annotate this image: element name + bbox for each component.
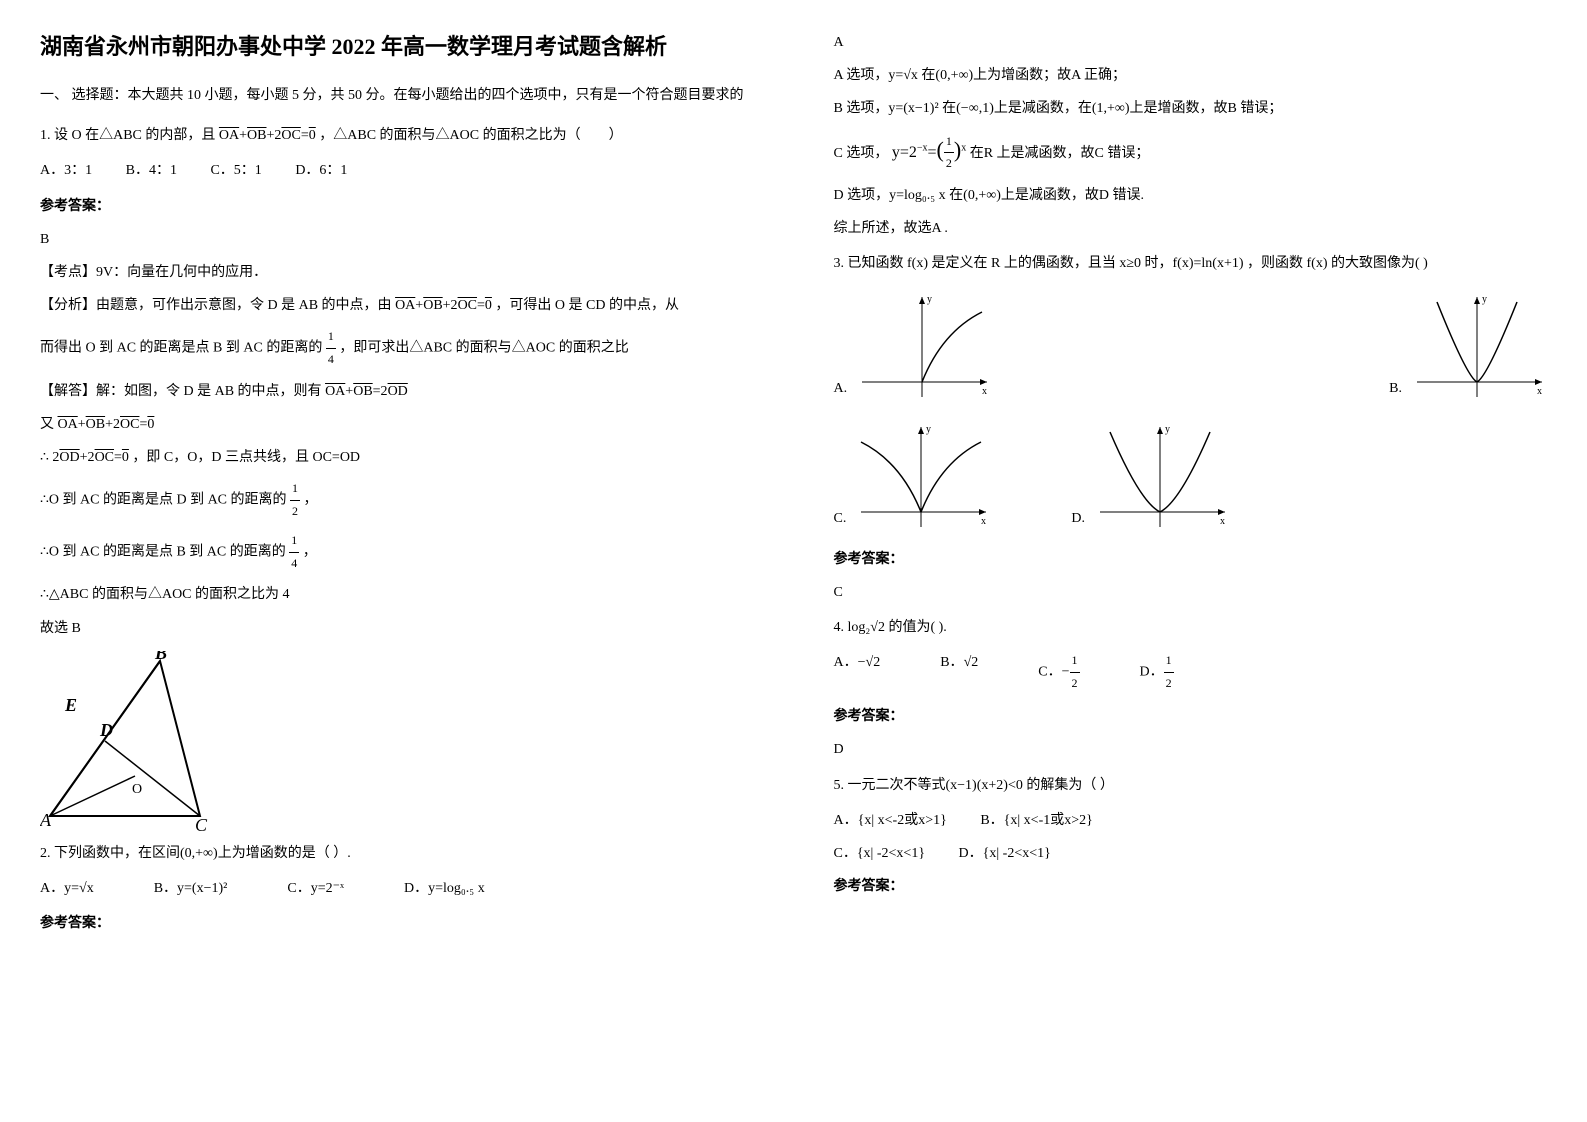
q4-optC: C．−12 xyxy=(1038,650,1079,694)
q1-solve4: ∴O 到 AC 的距离是点 D 到 AC 的距离的 12 ， xyxy=(40,478,754,522)
q4-options: A．−√2 B．√2 C．−12 D．12 xyxy=(834,650,1548,694)
q3-answer: C xyxy=(834,580,1548,605)
svg-text:y: y xyxy=(1482,294,1487,305)
q1-solve2: 又 OA+OB+2OC=0 xyxy=(40,412,754,437)
q5-answer-label: 参考答案： xyxy=(834,874,1548,899)
q4-answer-label: 参考答案： xyxy=(834,704,1548,729)
q2-optA: A．y=√x xyxy=(40,876,94,901)
q2-lineC: C 选项， y=2−x=(12)x 在R 上是减函数，故C 错误； xyxy=(834,130,1548,175)
section-header: 一、 选择题：本大题共 10 小题，每小题 5 分，共 50 分。在每小题给出的… xyxy=(40,83,754,108)
fraction-1-4: 14 xyxy=(326,326,336,370)
q1-optB: B．4：1 xyxy=(126,163,177,178)
q1-answer: B xyxy=(40,227,754,252)
q5-optD: D．{x| -2<x<1} xyxy=(959,846,1051,861)
q5-optC: C．{x| -2<x<1} xyxy=(834,846,926,861)
graph-B: B. x y xyxy=(1389,292,1547,402)
q2-answer-label: 参考答案： xyxy=(40,911,754,936)
triangle-diagram: A B C D E O xyxy=(40,651,210,831)
q4-optA: A．−√2 xyxy=(834,650,881,694)
q1-solve1: 【解答】解：如图，令 D 是 AB 的中点，则有 OA+OB=2OD xyxy=(40,379,754,404)
label-C: C xyxy=(195,815,208,831)
svg-text:x: x xyxy=(1220,516,1225,527)
q1-solve7: 故选 B xyxy=(40,616,754,641)
q1-analysis2: 而得出 O 到 AC 的距离是点 B 到 AC 的距离的 14 ，即可求出△AB… xyxy=(40,326,754,370)
q4-answer: D xyxy=(834,737,1548,762)
svg-text:y: y xyxy=(926,424,931,435)
svg-text:y: y xyxy=(1165,424,1170,435)
label-D: D xyxy=(99,720,113,740)
q5-optB: B．{x| x<-1或x>2} xyxy=(980,813,1093,828)
graph-D-svg: x y xyxy=(1090,422,1230,532)
q1-solve3: ∴ 2OD+2OC=0 ，即 C，O，D 三点共线，且 OC=OD xyxy=(40,445,754,470)
svg-text:x: x xyxy=(1537,386,1542,397)
graph-A: A. x y xyxy=(834,292,993,402)
label-E: E xyxy=(64,695,77,715)
question-3: 3. 已知函数 f(x) 是定义在 R 上的偶函数，且当 x≥0 时，f(x)=… xyxy=(834,251,1548,276)
label-B: B xyxy=(154,651,167,663)
question-2: 2. 下列函数中，在区间(0,+∞)上为增函数的是（ ）. xyxy=(40,841,754,866)
q5-row1: A．{x| x<-2或x>1} B．{x| x<-1或x>2} xyxy=(834,808,1548,833)
q5-optA: A．{x| x<-2或x>1} xyxy=(834,813,947,828)
q1-optC: C．5：1 xyxy=(210,163,261,178)
svg-text:y: y xyxy=(927,294,932,305)
q4-optB: B．√2 xyxy=(940,650,978,694)
q2-lineB: B 选项，y=(x−1)² 在(−∞,1)上是减函数，在(1,+∞)上是增函数，… xyxy=(834,96,1548,121)
q2-optB: B．y=(x−1)² xyxy=(154,876,228,901)
q1-point: 【考点】9V：向量在几何中的应用． xyxy=(40,260,754,285)
q1-solve5: ∴O 到 AC 的距离是点 B 到 AC 的距离的 14 ， xyxy=(40,530,754,574)
q2-lineA: A 选项，y=√x 在(0,+∞)上为增函数；故A 正确； xyxy=(834,63,1548,88)
svg-text:x: x xyxy=(981,516,986,527)
graph-A-svg: x y xyxy=(852,292,992,402)
question-1: 1. 设 O 在△ABC 的内部，且 OA+OB+2OC=0 ，△ABC 的面积… xyxy=(40,123,754,148)
fraction-1-4-b: 14 xyxy=(289,530,299,574)
q1-answer-label: 参考答案： xyxy=(40,194,754,219)
question-5: 5. 一元二次不等式(x−1)(x+2)<0 的解集为（ ） xyxy=(834,773,1548,798)
q1-solve6: ∴△ABC 的面积与△AOC 的面积之比为 4 xyxy=(40,582,754,607)
q2-summary: 综上所述，故选A . xyxy=(834,216,1548,241)
graph-C-svg: x y xyxy=(851,422,991,532)
label-A: A xyxy=(40,810,52,830)
q2-optC: C．y=2⁻ˣ xyxy=(287,876,344,901)
fraction-1-2: 12 xyxy=(290,478,300,522)
q2-options: A．y=√x B．y=(x−1)² C．y=2⁻ˣ D．y=log₀.₅ x xyxy=(40,876,754,901)
q3-graphs: A. x y B. x xyxy=(834,292,1548,532)
left-column: 湖南省永州市朝阳办事处中学 2022 年高一数学理月考试题含解析 一、 选择题：… xyxy=(0,0,794,1122)
q1-optA: A．3：1 xyxy=(40,163,92,178)
question-4: 4. log₂√2 的值为( ). xyxy=(834,615,1548,640)
q4-optD: D．12 xyxy=(1140,650,1174,694)
graph-D: D. x y xyxy=(1071,422,1230,532)
q2-answer: A xyxy=(834,30,1548,55)
q1-options: A．3：1 B．4：1 C．5：1 D．6：1 xyxy=(40,158,754,183)
svg-text:x: x xyxy=(982,386,987,397)
right-column: A A 选项，y=√x 在(0,+∞)上为增函数；故A 正确； B 选项，y=(… xyxy=(794,0,1587,1122)
graph-B-svg: x y xyxy=(1407,292,1547,402)
label-O: O xyxy=(132,782,142,797)
document-title: 湖南省永州市朝阳办事处中学 2022 年高一数学理月考试题含解析 xyxy=(40,30,754,63)
q1-text-prefix: 1. 设 O 在△ABC 的内部，且 xyxy=(40,128,215,143)
q3-answer-label: 参考答案： xyxy=(834,547,1548,572)
q2-lineD: D 选项，y=log₀.₅ x 在(0,+∞)上是减函数，故D 错误. xyxy=(834,183,1548,208)
q1-vector: OA xyxy=(219,128,239,143)
q5-row2: C．{x| -2<x<1} D．{x| -2<x<1} xyxy=(834,841,1548,866)
q1-analysis: 【分析】由题意，可作出示意图，令 D 是 AB 的中点，由 OA+OB+2OC=… xyxy=(40,293,754,318)
q2-optD: D．y=log₀.₅ x xyxy=(404,876,485,901)
q1-text-suffix: ，△ABC 的面积与△AOC 的面积之比为（ ） xyxy=(319,128,622,143)
q1-optD: D．6：1 xyxy=(295,163,347,178)
graph-C: C. x y xyxy=(834,422,992,532)
